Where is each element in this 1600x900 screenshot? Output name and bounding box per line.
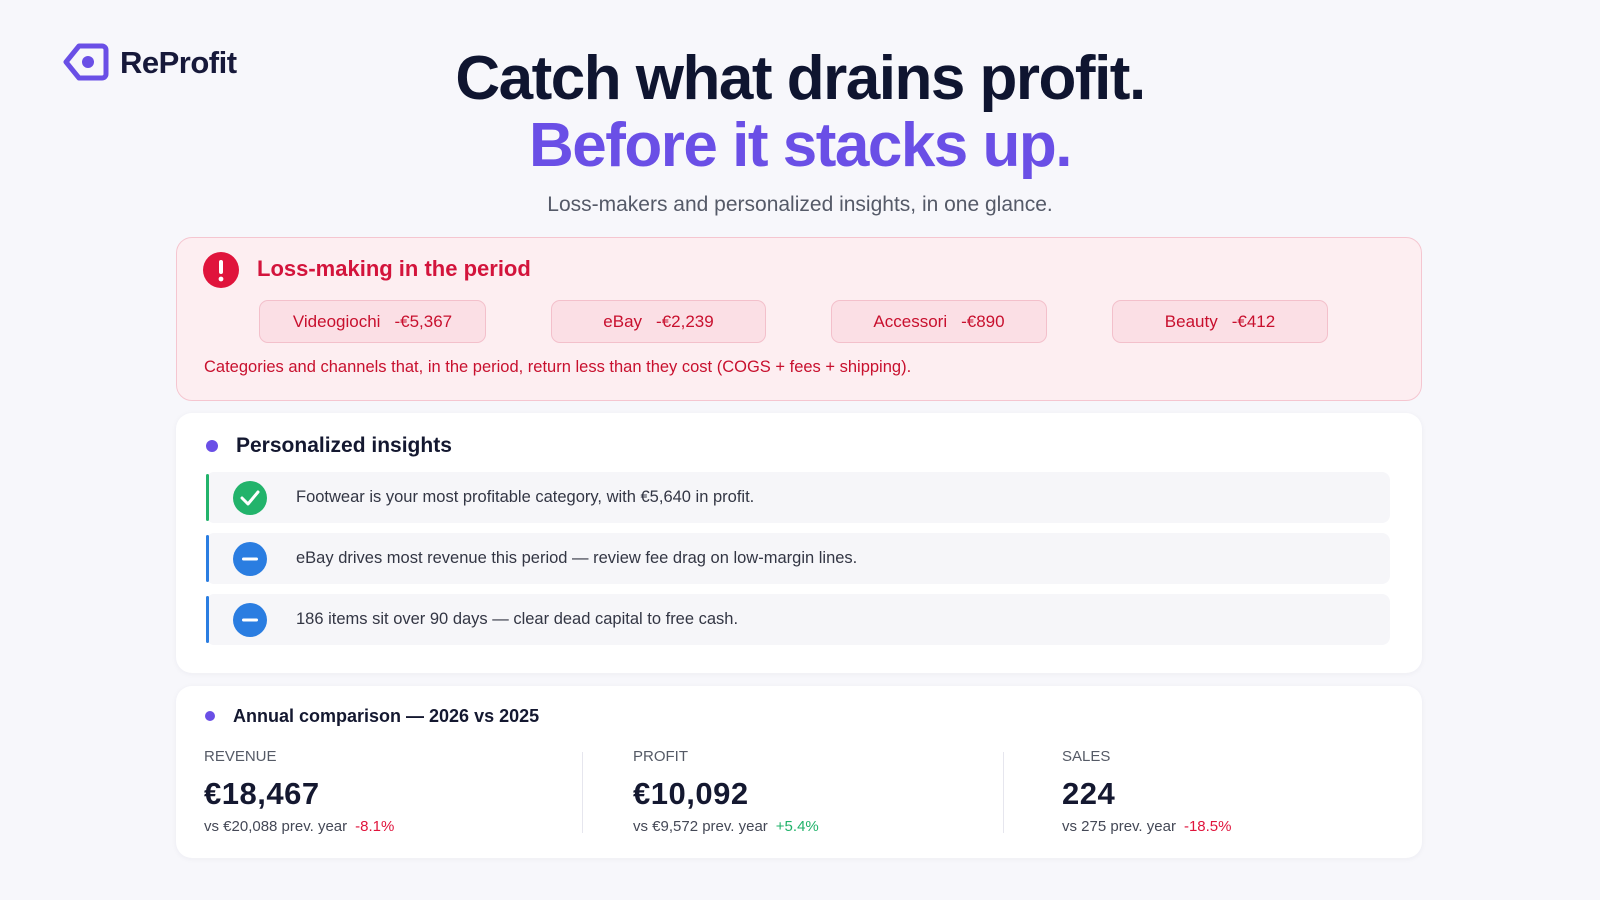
row-accent: [206, 535, 209, 582]
metric-previous: vs 275 prev. year: [1062, 818, 1176, 835]
metric-change: -8.1%: [355, 818, 395, 835]
insight-text: eBay drives most revenue this period — r…: [296, 549, 858, 567]
row-accent: [206, 596, 209, 643]
metric-value: 224: [1062, 776, 1116, 811]
chip-name: eBay: [603, 311, 643, 331]
brand-name[interactable]: ReProfit: [120, 45, 237, 80]
check-icon: [233, 481, 267, 515]
chip-amount: -€2,239: [656, 311, 714, 331]
loss-chip: Beauty -€412: [1112, 300, 1328, 343]
metric-value: €18,467: [204, 776, 320, 811]
metric-label: PROFIT: [633, 748, 688, 765]
metric-change: +5.4%: [775, 818, 819, 835]
bullet: [205, 711, 215, 721]
metric-value: €10,092: [633, 776, 749, 811]
metric-compare: vs €9,572 prev. year +5.4%: [633, 818, 819, 835]
metric-change: -18.5%: [1183, 818, 1232, 835]
insight-row: 186 items sit over 90 days — clear dead …: [206, 594, 1390, 645]
hero-highlight: Before it stacks up.: [529, 111, 1072, 180]
chip-name: Beauty: [1164, 311, 1218, 331]
insight-row: eBay drives most revenue this period — r…: [206, 533, 1390, 584]
hero-subtitle: Loss-makers and personalized insights, i…: [547, 193, 1053, 216]
loss-note: Categories and channels that, in the per…: [204, 358, 912, 376]
metric-label: SALES: [1062, 748, 1111, 765]
insight-row: Footwear is your most profitable categor…: [206, 472, 1390, 523]
loss-chip: eBay -€2,239: [551, 300, 766, 343]
divider: [582, 752, 583, 833]
chip-name: Videogiochi: [292, 311, 381, 331]
metric-previous: vs €9,572 prev. year: [633, 818, 768, 835]
comparison-title: Annual comparison — 2026 vs 2025: [233, 706, 540, 726]
chip-amount: -€412: [1231, 311, 1276, 331]
metric-compare: vs 275 prev. year -18.5%: [1062, 818, 1231, 835]
chip-amount: -€5,367: [394, 311, 453, 331]
insights-title: Personalized insights: [236, 434, 452, 457]
loss-chip: Videogiochi -€5,367: [259, 300, 486, 343]
alert-icon: [203, 252, 239, 288]
row-accent: [206, 474, 209, 521]
loss-title: Loss-making in the period: [257, 256, 531, 281]
insight-text: 186 items sit over 90 days — clear dead …: [296, 610, 739, 628]
insight-text: Footwear is your most profitable categor…: [296, 488, 755, 506]
logo-icon: [63, 43, 109, 81]
comparison-panel: Annual comparison — 2026 vs 2025 REVENUE…: [176, 686, 1422, 858]
divider: [1003, 752, 1004, 833]
chip-amount: -€890: [961, 311, 1005, 331]
minus-icon: [233, 603, 267, 637]
hero-title: Catch what drains profit.: [455, 44, 1146, 113]
insights-panel: Personalized insights Footwear is your m…: [176, 413, 1422, 673]
minus-icon: [233, 542, 267, 576]
bullet: [206, 440, 218, 452]
metric-previous: vs €20,088 prev. year: [204, 818, 348, 835]
metric-compare: vs €20,088 prev. year -8.1%: [204, 818, 394, 835]
loss-panel: Loss-making in the period Videogiochi -€5…: [176, 237, 1422, 401]
metric-label: REVENUE: [204, 748, 277, 765]
loss-chip: Accessori -€890: [831, 300, 1047, 343]
chip-name: Accessori: [873, 311, 948, 331]
